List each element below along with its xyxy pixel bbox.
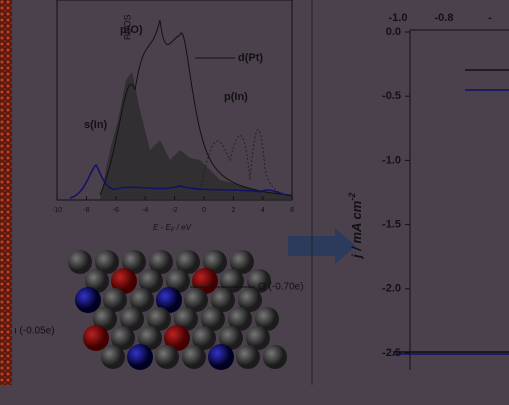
y-tick-label: -1.5	[382, 219, 401, 231]
y-tick-label: -2.5	[382, 347, 401, 359]
atom	[68, 250, 92, 274]
atom	[263, 345, 287, 369]
y-tick-label: -0.5	[382, 90, 401, 102]
x-tick-label: -8	[83, 207, 89, 214]
jv-plot: j / mA cm-2 -1.0 -0.8 - 0.0 -0.5 -1.0 -1.5 -2.0…	[347, 12, 509, 370]
atom	[155, 345, 179, 369]
atom	[75, 287, 101, 313]
structure	[68, 250, 287, 370]
y-tick-label: -1.0	[382, 154, 401, 166]
x-tick-label: -0.8	[435, 12, 454, 24]
annotation: d(Pt)	[238, 52, 263, 64]
x-label-main: E - E	[153, 223, 171, 232]
edge-texture	[0, 0, 12, 385]
y-tick-label: 0.0	[386, 26, 401, 38]
atom	[101, 345, 125, 369]
atom	[127, 344, 153, 370]
annotation: p(O)	[120, 24, 143, 36]
x-tick-label: -4	[142, 207, 148, 214]
y-label-sup: -2	[347, 193, 357, 201]
atom	[208, 344, 234, 370]
x-label: E - EF / eV	[153, 223, 192, 233]
atom	[83, 325, 109, 351]
slide: PDOS E - EF / eV p(O) d(Pt) s(In) p(In) …	[0, 0, 509, 405]
charge-label: ı (-0.05e)	[14, 326, 55, 337]
x-tick-label: -2	[171, 207, 177, 214]
arrow	[288, 228, 356, 264]
charge-label: O (-0.70e)	[258, 282, 304, 293]
y-tick-label: -2.0	[382, 283, 401, 295]
po-area	[100, 72, 292, 200]
dos-plot: PDOS E - EF / eV p(O) d(Pt) s(In) p(In) …	[52, 0, 294, 234]
annotation: p(In)	[224, 91, 248, 103]
x-tick-label: -10	[52, 207, 62, 214]
x-tick-label: 2	[231, 207, 235, 214]
atom	[182, 345, 206, 369]
annotation: s(In)	[84, 119, 108, 131]
x-tick-label: -	[488, 12, 492, 24]
x-label-unit: / eV	[174, 223, 191, 232]
x-tick-label: 6	[290, 207, 294, 214]
y-label: j / mA cm-2	[347, 193, 364, 260]
x-tick-label: 4	[261, 207, 265, 214]
x-tick-label: 0	[202, 207, 206, 214]
y-label-main: j / mA cm	[349, 200, 364, 260]
x-tick-label: -1.0	[389, 12, 408, 24]
atom	[236, 345, 260, 369]
x-tick-label: -6	[113, 207, 119, 214]
